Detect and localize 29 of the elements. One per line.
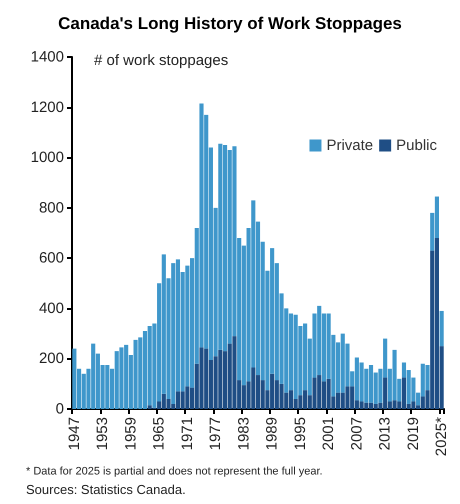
y-tick-label: 400: [38, 300, 64, 317]
x-tick-label: 1977: [207, 417, 224, 450]
x-tick-label: 1995: [292, 417, 309, 450]
y-tick-label: 1200: [30, 98, 64, 116]
chart-title: Canada's Long History of Work Stoppages: [58, 14, 402, 33]
x-tick-label: 1959: [122, 417, 140, 450]
x-tick-label: 1947: [66, 417, 83, 450]
x-tick-label: 2007: [348, 417, 366, 450]
x-tick-label: 2019: [404, 417, 422, 450]
y-tick-label: 800: [38, 199, 64, 216]
y-tick-label: 1400: [30, 48, 64, 66]
y-tick-label: 200: [38, 350, 64, 368]
bar: [440, 310, 444, 346]
legend-label: Private: [326, 137, 374, 154]
legend-label: Public: [396, 137, 438, 154]
y-tick-label: 0: [56, 400, 64, 418]
x-tick-label: 2025*: [433, 416, 450, 456]
x-tick-label: 1965: [150, 417, 168, 450]
y-axis-title: # of work stoppages: [94, 52, 228, 69]
source-note: Sources: Statistics Canada.: [26, 482, 186, 497]
x-tick-label: 1971: [178, 417, 196, 450]
x-tick-label: 1983: [235, 417, 252, 450]
x-tick-label: 2001: [320, 417, 338, 450]
y-tick-label: 600: [38, 250, 64, 267]
y-tick-label: 1000: [30, 149, 64, 166]
text: * Data for 2025 is partial and does not represent the full year.: [26, 466, 323, 478]
x-tick-label: 1989: [264, 417, 281, 450]
x-tick-label: 2013: [376, 417, 394, 450]
x-tick-label: 1953: [94, 417, 112, 450]
